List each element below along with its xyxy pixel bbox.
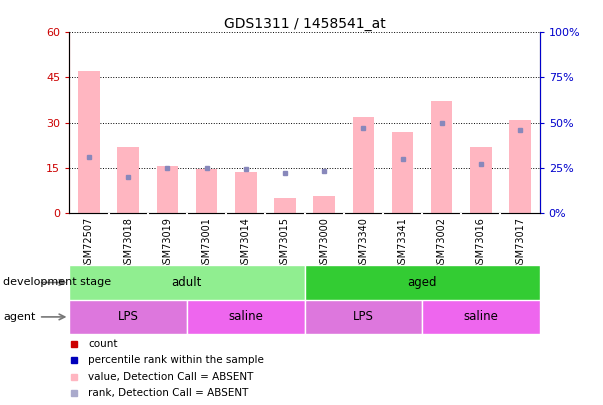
Text: percentile rank within the sample: percentile rank within the sample [88, 356, 264, 365]
Bar [235, 172, 256, 213]
Text: GSM72507: GSM72507 [84, 217, 94, 270]
Text: count: count [88, 339, 118, 349]
Text: GSM73341: GSM73341 [397, 217, 408, 270]
Text: aged: aged [408, 276, 437, 289]
Bar [305, 265, 540, 300]
Bar [274, 198, 295, 213]
Bar [187, 300, 305, 334]
Text: GSM73001: GSM73001 [201, 217, 212, 270]
Bar [78, 71, 99, 213]
Bar [69, 265, 305, 300]
Bar [353, 117, 374, 213]
Bar [392, 132, 413, 213]
Text: GSM73017: GSM73017 [515, 217, 525, 270]
Bar [305, 300, 422, 334]
Bar [314, 196, 335, 213]
Bar [510, 119, 531, 213]
Text: saline: saline [229, 310, 263, 324]
Text: GSM73000: GSM73000 [319, 217, 329, 270]
Text: rank, Detection Call = ABSENT: rank, Detection Call = ABSENT [88, 388, 248, 398]
Text: LPS: LPS [118, 310, 139, 324]
Text: saline: saline [464, 310, 498, 324]
Text: value, Detection Call = ABSENT: value, Detection Call = ABSENT [88, 372, 253, 382]
Bar [422, 300, 540, 334]
Bar [196, 169, 217, 213]
Text: GSM73002: GSM73002 [437, 217, 447, 270]
Text: GSM73014: GSM73014 [241, 217, 251, 270]
Bar [69, 300, 187, 334]
Bar [157, 166, 178, 213]
Text: LPS: LPS [353, 310, 374, 324]
Title: GDS1311 / 1458541_at: GDS1311 / 1458541_at [224, 17, 385, 31]
Text: adult: adult [172, 276, 202, 289]
Text: GSM73018: GSM73018 [123, 217, 133, 270]
Text: GSM73016: GSM73016 [476, 217, 486, 270]
Text: development stage: development stage [3, 277, 111, 288]
Bar [118, 147, 139, 213]
Text: GSM73015: GSM73015 [280, 217, 290, 270]
Bar [470, 147, 491, 213]
Text: GSM73019: GSM73019 [162, 217, 172, 270]
Bar [431, 102, 452, 213]
Text: agent: agent [3, 312, 36, 322]
Text: GSM73340: GSM73340 [358, 217, 368, 270]
